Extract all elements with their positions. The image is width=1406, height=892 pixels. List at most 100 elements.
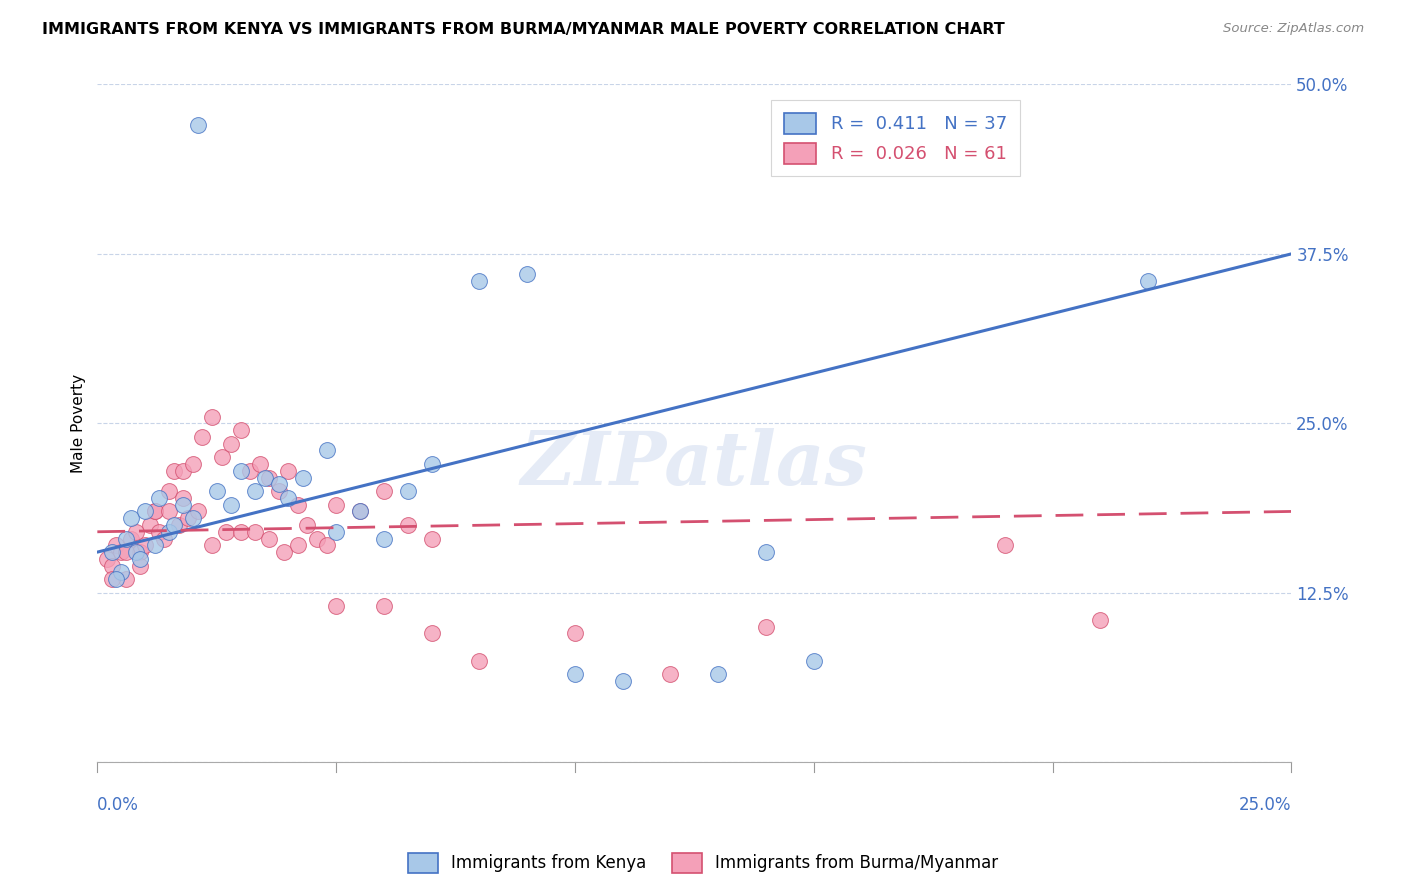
Point [468, 654, 491, 668]
Point [187, 504, 209, 518]
Point [124, 524, 146, 539]
Point [243, 524, 266, 539]
Point [994, 538, 1017, 552]
Point [277, 464, 299, 478]
Point [253, 470, 276, 484]
Point [273, 545, 295, 559]
Point [707, 667, 730, 681]
Point [100, 572, 122, 586]
Point [612, 673, 634, 688]
Point [143, 504, 166, 518]
Point [287, 538, 309, 552]
Point [1137, 274, 1160, 288]
Point [148, 524, 170, 539]
Point [516, 267, 538, 281]
Point [325, 524, 347, 539]
Point [129, 552, 152, 566]
Point [211, 450, 233, 465]
Point [115, 532, 138, 546]
Point [267, 477, 290, 491]
Point [229, 524, 252, 539]
Point [100, 545, 122, 559]
Point [420, 626, 443, 640]
Point [755, 620, 778, 634]
Point [219, 498, 242, 512]
Point [143, 504, 166, 518]
Text: Source: ZipAtlas.com: Source: ZipAtlas.com [1223, 22, 1364, 36]
Point [163, 518, 186, 533]
Legend: R =  0.411   N = 37, R =  0.026   N = 61: R = 0.411 N = 37, R = 0.026 N = 61 [770, 100, 1019, 177]
Point [201, 409, 224, 424]
Point [325, 599, 347, 614]
Point [297, 518, 319, 533]
Point [259, 532, 281, 546]
Point [259, 470, 281, 484]
Point [172, 491, 194, 505]
Point [564, 667, 586, 681]
Point [249, 457, 271, 471]
Point [564, 626, 586, 640]
Point [243, 484, 266, 499]
Point [157, 524, 180, 539]
Point [105, 538, 128, 552]
Point [1090, 613, 1112, 627]
Point [219, 436, 242, 450]
Point [191, 430, 214, 444]
Point [124, 545, 146, 559]
Point [201, 538, 224, 552]
Point [139, 518, 162, 533]
Point [110, 566, 132, 580]
Point [267, 484, 290, 499]
Point [468, 274, 491, 288]
Legend: Immigrants from Kenya, Immigrants from Burma/Myanmar: Immigrants from Kenya, Immigrants from B… [401, 847, 1005, 880]
Point [215, 524, 238, 539]
Text: 0.0%: 0.0% [97, 796, 139, 814]
Point [287, 498, 309, 512]
Point [325, 498, 347, 512]
Point [420, 457, 443, 471]
Point [803, 654, 825, 668]
Point [110, 545, 132, 559]
Point [120, 511, 142, 525]
Point [157, 504, 180, 518]
Point [96, 552, 118, 566]
Point [143, 538, 166, 552]
Point [100, 558, 122, 573]
Point [115, 572, 138, 586]
Point [396, 484, 419, 499]
Point [129, 545, 152, 559]
Point [315, 538, 337, 552]
Point [373, 532, 395, 546]
Point [187, 118, 209, 132]
Text: ZIPatlas: ZIPatlas [520, 428, 868, 500]
Point [305, 532, 328, 546]
Point [373, 599, 395, 614]
Point [349, 504, 371, 518]
Point [277, 491, 299, 505]
Point [205, 484, 228, 499]
Point [115, 545, 138, 559]
Point [177, 511, 200, 525]
Point [420, 532, 443, 546]
Point [134, 538, 156, 552]
Point [105, 572, 128, 586]
Point [239, 464, 262, 478]
Point [148, 491, 170, 505]
Point [163, 464, 186, 478]
Point [120, 532, 142, 546]
Point [181, 511, 204, 525]
Point [659, 667, 682, 681]
Point [229, 423, 252, 437]
Point [349, 504, 371, 518]
Text: 25.0%: 25.0% [1239, 796, 1291, 814]
Point [153, 532, 176, 546]
Point [229, 464, 252, 478]
Point [157, 484, 180, 499]
Point [291, 470, 314, 484]
Point [129, 558, 152, 573]
Point [134, 504, 156, 518]
Point [373, 484, 395, 499]
Point [172, 498, 194, 512]
Point [755, 545, 778, 559]
Point [396, 518, 419, 533]
